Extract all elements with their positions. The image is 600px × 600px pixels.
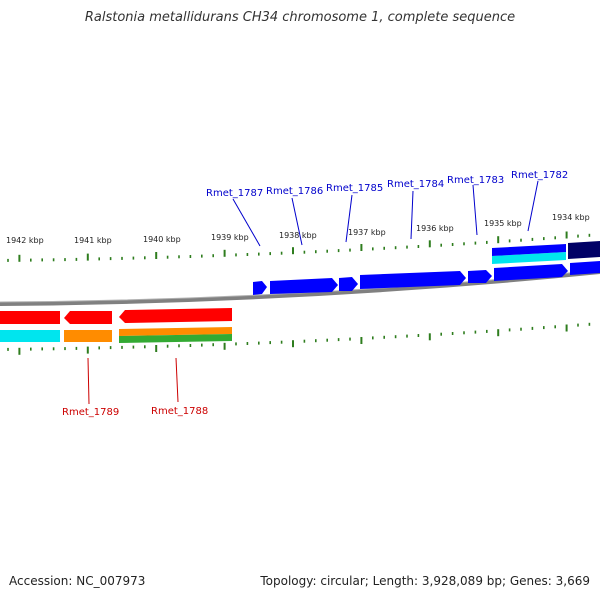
leader-rmet-1785 bbox=[345, 194, 353, 243]
leader-rmet-1789 bbox=[87, 357, 90, 405]
forward-cds-track bbox=[253, 261, 600, 295]
gene-label-rmet-1782[interactable]: Rmet_1782 bbox=[511, 170, 568, 181]
chromosome-backbone bbox=[0, 270, 600, 306]
gene-label-rmet-1787[interactable]: Rmet_1787 bbox=[206, 188, 263, 199]
leader-rmet-1787 bbox=[232, 198, 261, 247]
cds-rmet-1786[interactable] bbox=[270, 278, 338, 294]
kbp-label-1941: 1941 kbp bbox=[74, 236, 112, 245]
accession-text: Accession: NC_007973 bbox=[9, 574, 146, 588]
gene-label-rmet-1786[interactable]: Rmet_1786 bbox=[266, 186, 323, 197]
leader-rmet-1783 bbox=[472, 184, 478, 236]
cds-left-edge[interactable] bbox=[0, 311, 60, 324]
outer-tick-track bbox=[7, 231, 591, 262]
feature-blue-right bbox=[492, 244, 566, 256]
sequence-summary-text: Topology: circular; Length: 3,928,089 bp… bbox=[260, 574, 590, 588]
forward-gene-labels: Rmet_1787 Rmet_1786 Rmet_1785 Rmet_1784 … bbox=[206, 170, 568, 199]
cds-rmet-1788[interactable] bbox=[119, 308, 232, 323]
cds-rmet-1783[interactable] bbox=[468, 270, 492, 283]
leader-rmet-1788 bbox=[175, 357, 179, 403]
inner-tick-track bbox=[7, 322, 591, 355]
cds-rmet-1789[interactable] bbox=[64, 311, 112, 324]
cds-rmet-1787[interactable] bbox=[253, 281, 267, 295]
reverse-cds-track bbox=[0, 308, 232, 324]
kbp-label-1939: 1939 kbp bbox=[211, 233, 249, 242]
feature-cyan-left bbox=[0, 330, 60, 342]
feature-green-mid bbox=[119, 334, 232, 343]
kbp-label-group: 1942 kbp 1941 kbp 1940 kbp 1939 kbp 1938… bbox=[6, 213, 590, 245]
feature-orange-left bbox=[64, 330, 112, 342]
kbp-label-1942: 1942 kbp bbox=[6, 236, 44, 245]
forward-label-leaders bbox=[232, 180, 539, 247]
kbp-label-1940: 1940 kbp bbox=[143, 235, 181, 244]
gene-label-rmet-1789[interactable]: Rmet_1789 bbox=[62, 407, 119, 418]
leader-rmet-1786 bbox=[291, 197, 303, 246]
cds-right-edge[interactable] bbox=[570, 261, 600, 275]
map-title: Ralstonia metallidurans CH34 chromosome … bbox=[84, 10, 516, 25]
reverse-gene-labels: Rmet_1789 Rmet_1788 bbox=[62, 406, 208, 418]
feature-track-inner bbox=[0, 327, 232, 343]
gene-label-rmet-1784[interactable]: Rmet_1784 bbox=[387, 179, 444, 190]
kbp-label-1938: 1938 kbp bbox=[279, 231, 317, 240]
kbp-label-1936: 1936 kbp bbox=[416, 224, 454, 233]
kbp-label-1937: 1937 kbp bbox=[348, 228, 386, 237]
feature-orange-mid bbox=[119, 327, 232, 336]
feature-navy-right bbox=[568, 241, 600, 259]
gene-label-rmet-1788[interactable]: Rmet_1788 bbox=[151, 406, 208, 417]
kbp-label-1934: 1934 kbp bbox=[552, 213, 590, 222]
leader-rmet-1782 bbox=[527, 180, 539, 232]
gene-label-rmet-1783[interactable]: Rmet_1783 bbox=[447, 175, 504, 186]
feature-track-outer bbox=[492, 241, 600, 264]
leader-rmet-1784 bbox=[410, 190, 414, 240]
reverse-label-leaders bbox=[87, 357, 179, 405]
cds-rmet-1785[interactable] bbox=[339, 277, 358, 291]
kbp-label-1935: 1935 kbp bbox=[484, 219, 522, 228]
gene-label-rmet-1785[interactable]: Rmet_1785 bbox=[326, 183, 383, 194]
cds-rmet-1784[interactable] bbox=[360, 271, 466, 289]
cds-rmet-1782[interactable] bbox=[494, 264, 568, 281]
